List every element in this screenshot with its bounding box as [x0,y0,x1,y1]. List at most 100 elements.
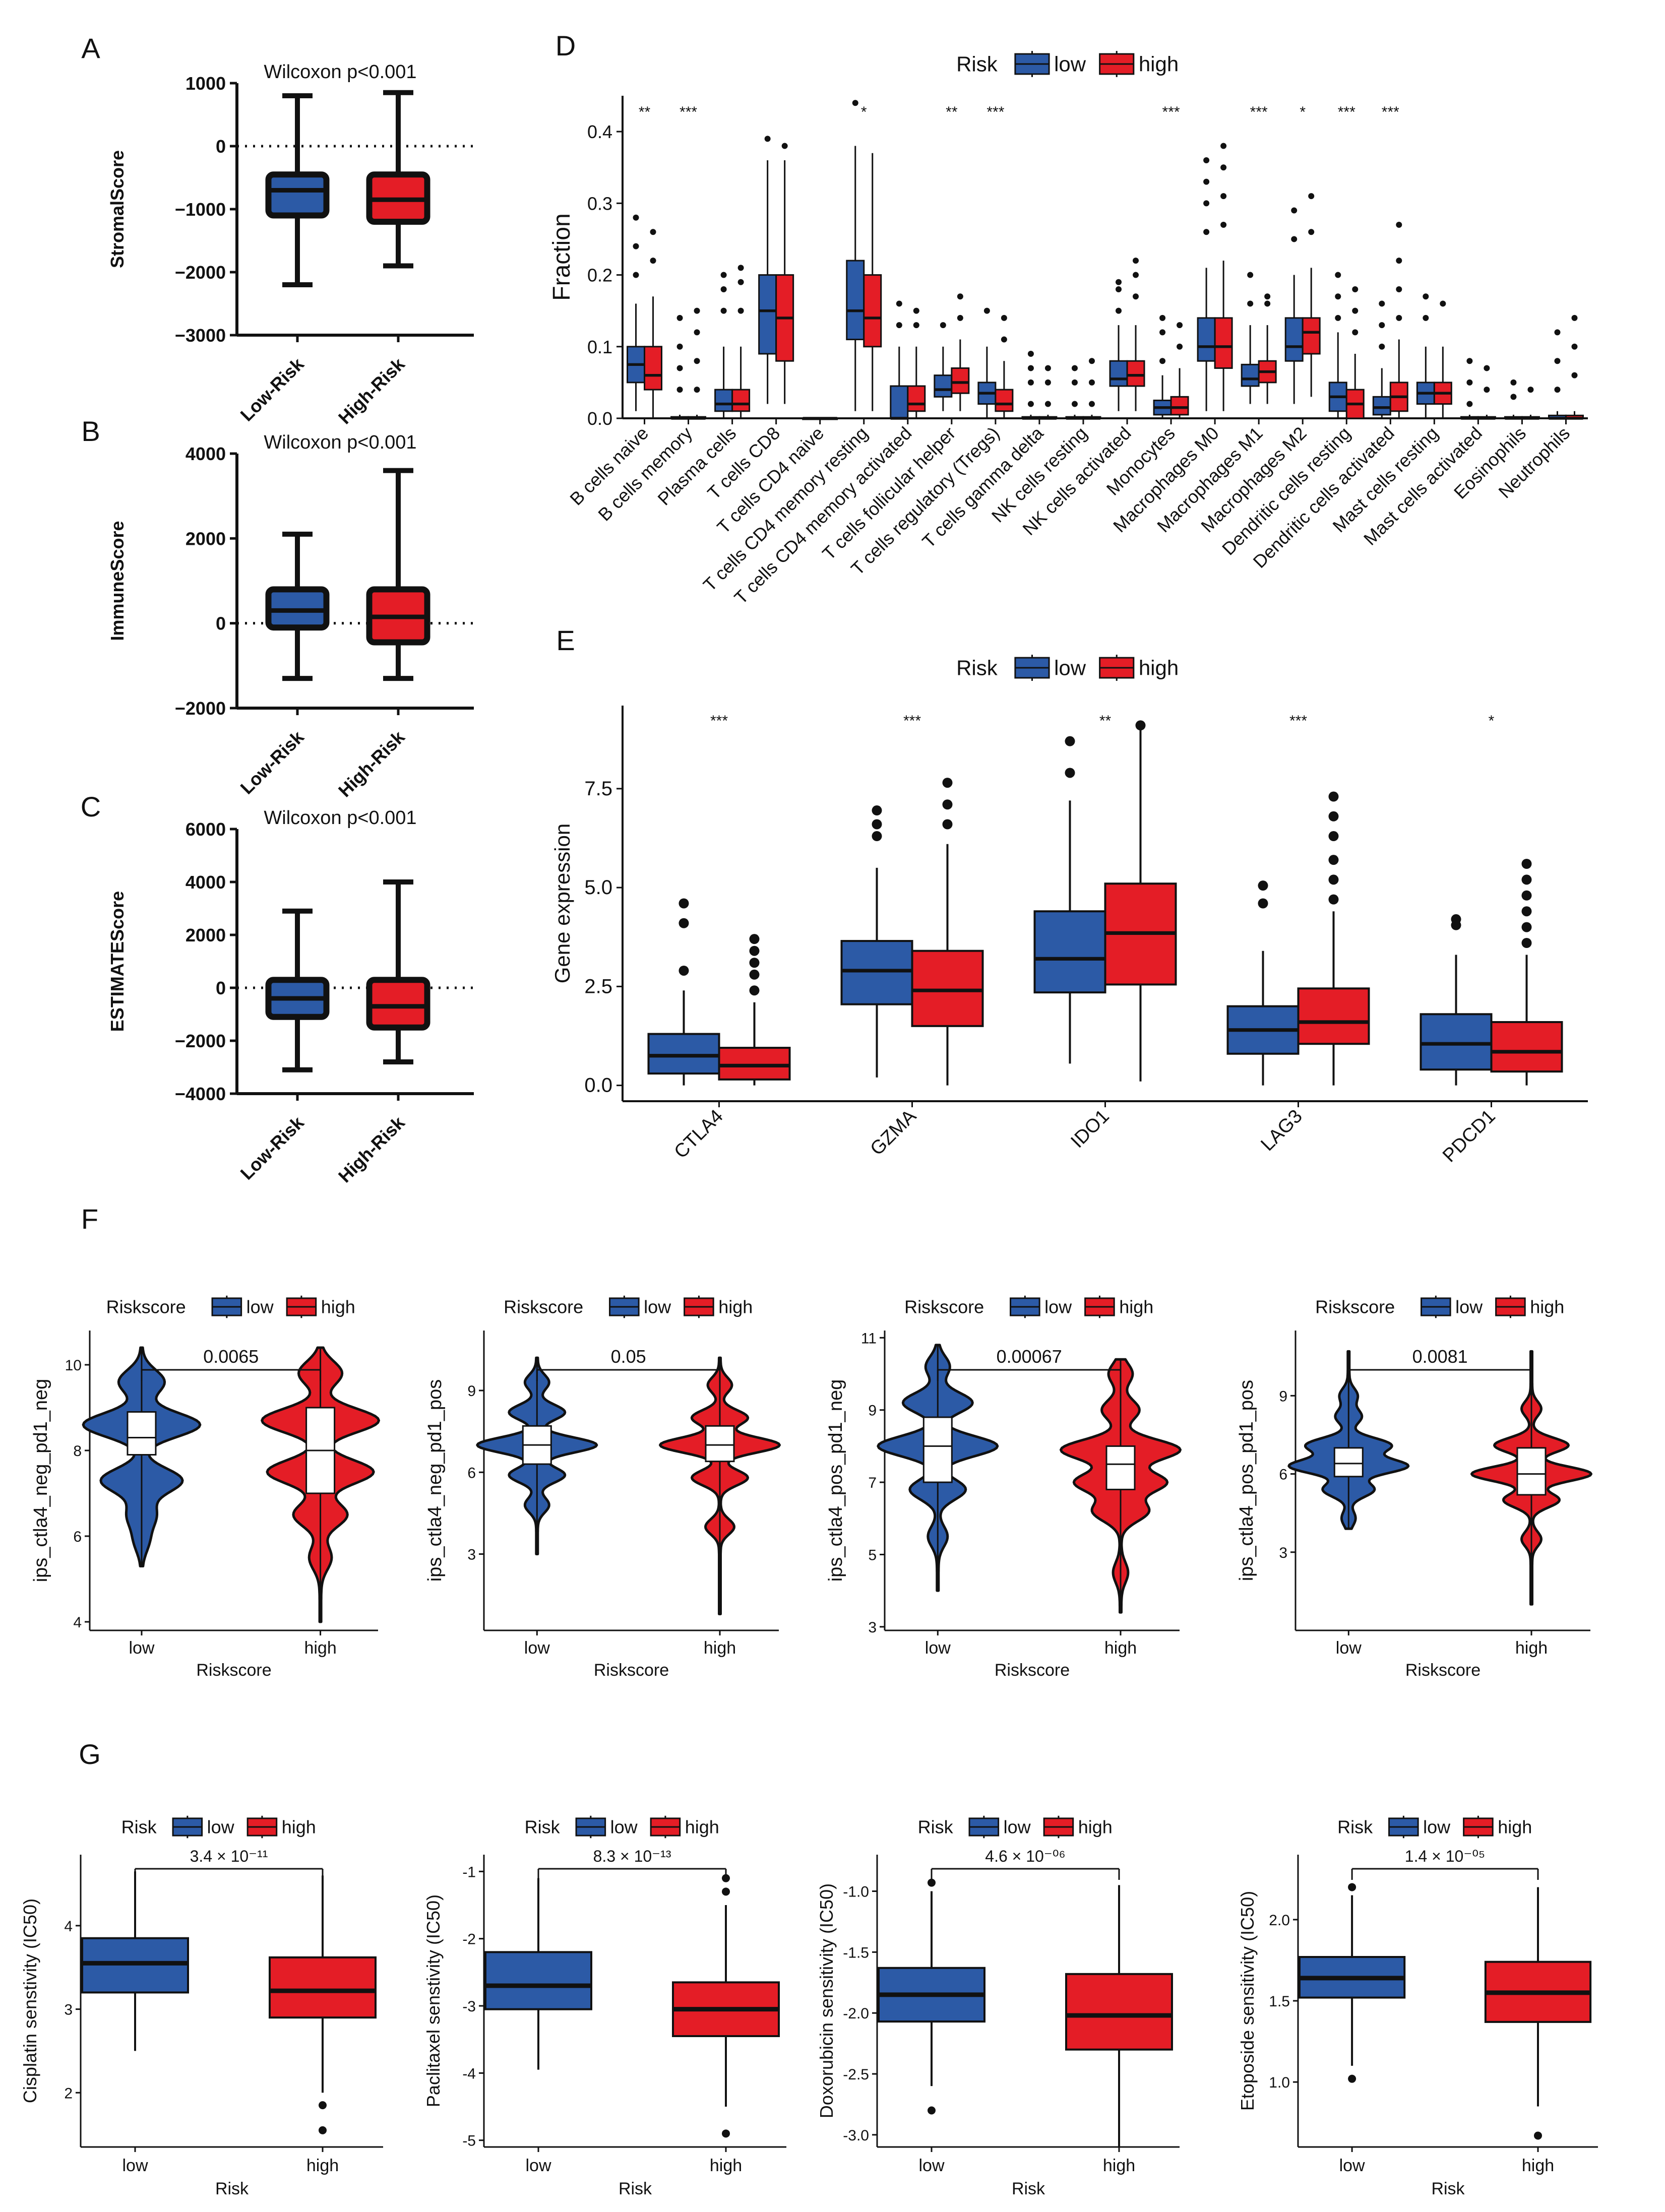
panel-E-legend-label-high: high [1139,656,1179,680]
panel-D-box-high [731,389,751,412]
panel-D-box-low [1372,396,1391,416]
panel-F3-legend-label-high: high [1119,1297,1153,1317]
panel-G3-xticklabel: low [918,2156,944,2175]
panel-D-outlier-high [694,358,700,364]
panel-F1-ylabel: ips_ctla4_neg_pd1_neg [30,1379,51,1583]
panel-D-yticklabel: 0.4 [587,121,612,142]
panel-G2-legend-title: Risk [525,1817,561,1838]
panel-label-A: A [81,32,100,64]
panel-D-outlier-high [1044,401,1051,407]
panel-E-outlier-high [942,778,953,788]
panel-B-ylabel: ImmuneScore [107,521,128,641]
panel-D-outlier-low [1203,200,1210,207]
panel-D-outlier-low [1203,229,1210,235]
panel-D-outlier-low [1071,365,1078,371]
panel-D-outlier-high [1396,314,1402,321]
panel-D-outlier-high [1001,314,1007,321]
panel-F4-yticklabel: 6 [1279,1467,1287,1483]
panel-D-outlier-low [896,300,902,307]
panel-D-ylabel: Fraction [548,213,575,300]
panel-E-outlier-high [1328,894,1339,905]
panel-F2-yticklabel: 6 [467,1465,476,1481]
panel-E-outlier-low [1065,768,1075,778]
panel-E-outlier-high [1328,855,1339,865]
panel-D-significance: ** [639,104,651,120]
panel-D-outlier-low [1291,236,1298,242]
panel-E-outlier-low [1451,914,1461,924]
panel-B-title: Wilcoxon p<0.001 [264,432,416,453]
panel-G3-legend-label-high: high [1078,1817,1113,1838]
panel-label-F: F [81,1203,98,1235]
panel-D-outlier-high [1001,336,1007,343]
panel-G3-ylabel: Doxorubicin sensitivity (IC50) [816,1883,837,2118]
panel-G2-xticklabel: high [710,2156,742,2175]
panel-D-outlier-high [737,265,744,271]
panel-D-outlier-high [1220,143,1227,149]
panel-E-outlier-low [872,819,882,830]
panel-D-outlier-low [633,272,639,278]
panel-F4-box-high [1516,1447,1547,1496]
panel-C-xticklabel: High-Risk [334,1112,409,1186]
panel-E-box-high [1297,987,1370,1045]
panel-F1-xticklabel: low [129,1638,154,1658]
panel-D-outlier-low [633,214,639,221]
panel-E-outlier-low [872,831,882,842]
panel-D-outlier-low [1027,379,1034,386]
panel-G3-outlier-low [928,1878,936,1887]
panel-D-outlier-low [1510,379,1517,386]
panel-D-yticklabel: 0.3 [587,193,612,214]
panel-G4-yticklabel: 1.5 [1269,1993,1290,2010]
panel-F4-xticklabel: high [1515,1638,1548,1658]
panel-E-outlier-high [942,819,953,830]
panel-D-outlier-low [720,286,727,292]
panel-G4-legend-title: Risk [1337,1817,1373,1838]
panel-D-significance: *** [680,104,697,120]
panel-D-outlier-high [1352,329,1359,336]
panel-D-box-high [995,389,1014,412]
panel-D-box-high [644,346,663,391]
panel-G2-pvalue: 8.3 × 10⁻¹³ [593,1847,671,1865]
panel-D-outlier-low [1027,351,1034,357]
panel-D-outlier-high [913,307,919,314]
panel-D-significance: * [861,104,867,120]
panel-D-outlier-low [1027,365,1034,371]
panel-D-significance: *** [1250,104,1268,120]
panel-F4-pvalue: 0.0081 [1412,1346,1468,1367]
panel-E-yticklabel: 7.5 [584,778,612,800]
panel-D-outlier-low [1379,300,1385,307]
panel-G3-yticklabel: -1.0 [843,1884,869,1901]
panel-G3-pvalue: 4.6 × 10⁻⁰⁶ [985,1847,1065,1865]
panel-D-outlier-low [1510,394,1517,400]
panel-D-yticklabel: 0.0 [587,408,612,429]
panel-G4-outlier-low [1348,1883,1356,1891]
panel-E-yticklabel: 5.0 [584,876,612,899]
panel-E-outlier-high [1328,791,1339,802]
panel-F1-yticklabel: 4 [73,1614,82,1631]
panel-C-box-high [366,977,430,1031]
panel-D-outlier-low [1203,157,1210,163]
panel-F3-legend-label-low: low [1044,1297,1072,1317]
panel-D-box-high [951,367,970,394]
panel-G4-xlabel: Risk [1431,2179,1465,2198]
panel-E-significance: *** [1289,713,1307,729]
panel-G1-pvalue: 3.4 × 10⁻¹¹ [190,1847,268,1865]
panel-D-box-high [1126,360,1145,387]
panel-D-outlier-high [1133,293,1139,300]
panel-E-outlier-low [679,918,689,928]
panel-G2-box-low [484,1951,592,2010]
panel-D-outlier-high [1220,193,1227,200]
panel-G1-yticklabel: 3 [64,2002,73,2018]
panel-E-significance: *** [710,713,728,729]
panel-D-outlier-high [1484,365,1490,371]
panel-G4-yticklabel: 2.0 [1269,1912,1290,1929]
panel-D-significance: ** [946,104,958,120]
panel-E-outlier-high [1328,811,1339,821]
panel-F1-legend-title: Riskscore [106,1297,186,1317]
panel-D-outlier-low [983,307,990,314]
panel-D-outlier-low [1379,322,1385,329]
panel-D-outlier-low [676,314,683,321]
panel-D-outlier-low [1027,401,1034,407]
panel-F4-xlabel: Riskscore [1405,1661,1481,1680]
panel-E-outlier-high [1521,938,1532,948]
panel-D-outlier-high [1264,300,1271,307]
